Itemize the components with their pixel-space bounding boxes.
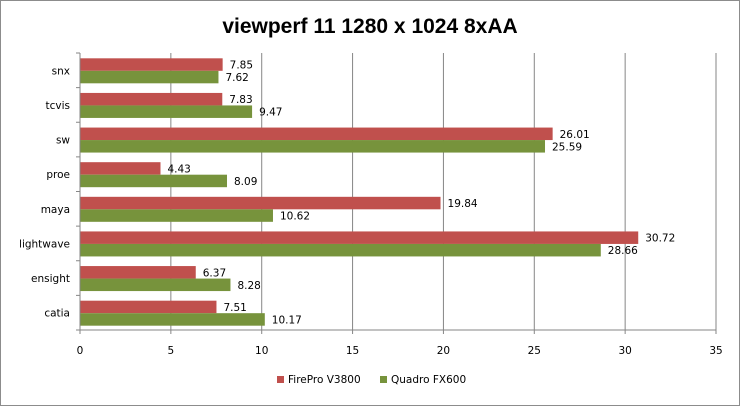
bar-quadro xyxy=(80,209,273,222)
data-label: 7.83 xyxy=(229,94,252,106)
category-label: snx xyxy=(52,65,70,77)
bar-quadro xyxy=(80,140,546,153)
category-label: proe xyxy=(46,169,70,181)
data-label: 26.01 xyxy=(560,129,590,141)
bar-firepro xyxy=(80,58,223,71)
data-label: 7.62 xyxy=(225,72,248,84)
x-tick-label: 30 xyxy=(618,345,631,357)
data-label: 10.62 xyxy=(280,211,310,223)
legend: FirePro V3800 Quadro FX600 xyxy=(277,374,466,386)
data-label: 19.84 xyxy=(448,198,478,210)
data-label: 10.17 xyxy=(272,314,302,326)
bar-firepro xyxy=(80,196,441,210)
data-label: 6.37 xyxy=(203,267,226,279)
data-label: 7.51 xyxy=(223,302,246,314)
labels: 0 5 10 15 20 25 30 35 snx tcvis sw proe maya lightwav… xyxy=(19,60,723,357)
data-label: 9.47 xyxy=(259,107,282,119)
legend-label: Quadro FX600 xyxy=(391,374,466,386)
bar-firepro xyxy=(80,127,553,141)
data-label: 4.43 xyxy=(167,163,190,175)
legend-swatch xyxy=(277,376,284,383)
bar-quadro xyxy=(80,278,231,292)
x-tick-label: 20 xyxy=(437,345,450,357)
axes xyxy=(76,52,717,334)
category-label: catia xyxy=(44,308,70,320)
data-label: 28.66 xyxy=(608,245,638,257)
chart-title: viewperf 11 1280 x 1024 8xAA xyxy=(222,15,517,38)
data-label: 8.28 xyxy=(237,280,260,292)
category-label: maya xyxy=(41,204,70,216)
bar-quadro xyxy=(80,243,601,257)
x-tick-label: 35 xyxy=(709,345,722,357)
bar-quadro xyxy=(80,105,253,118)
bar-quadro xyxy=(80,313,265,326)
bar-firepro xyxy=(80,266,196,279)
legend-label: FirePro V3800 xyxy=(288,374,361,386)
data-label: 7.85 xyxy=(230,60,253,72)
bar-firepro xyxy=(80,92,223,106)
category-label: sw xyxy=(56,135,70,147)
category-label: lightwave xyxy=(19,238,70,250)
x-tick-label: 10 xyxy=(255,345,268,357)
bar-quadro xyxy=(80,70,219,84)
category-label: ensight xyxy=(31,273,70,285)
bar-firepro xyxy=(80,231,639,244)
data-label: 8.09 xyxy=(234,176,257,188)
bar-firepro xyxy=(80,162,161,175)
x-tick-label: 15 xyxy=(346,345,359,357)
data-label: 30.72 xyxy=(645,233,675,245)
category-label: tcvis xyxy=(46,100,71,112)
legend-swatch xyxy=(380,376,387,383)
bar-firepro xyxy=(80,300,217,314)
bars xyxy=(80,58,639,326)
bar-quadro xyxy=(80,174,228,188)
x-tick-label: 5 xyxy=(168,345,175,357)
data-label: 25.59 xyxy=(552,141,582,153)
x-tick-label: 25 xyxy=(528,345,541,357)
x-tick-label: 0 xyxy=(77,345,84,357)
